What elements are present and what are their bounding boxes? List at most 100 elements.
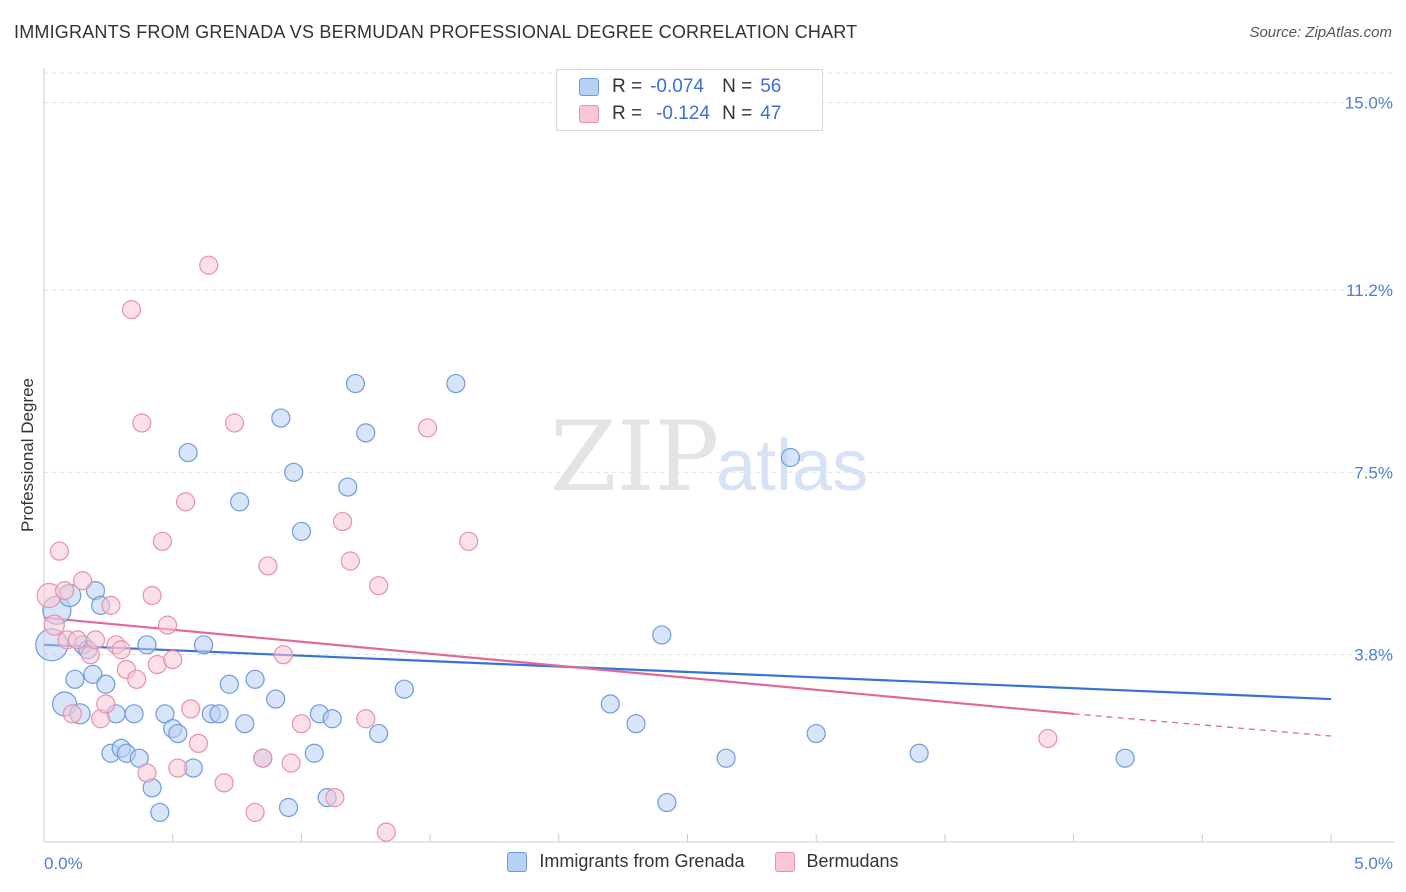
bermudans-point xyxy=(281,753,301,773)
grenada-point xyxy=(600,694,620,714)
bermudans-point xyxy=(214,773,234,793)
grenada-point xyxy=(271,408,291,428)
y-tick-label: 3.8% xyxy=(1354,646,1393,665)
grenada-point xyxy=(284,462,304,482)
grenada-point xyxy=(446,373,466,394)
bermudans-point xyxy=(332,511,353,532)
chart-title: IMMIGRANTS FROM GRENADA VS BERMUDAN PROF… xyxy=(14,22,858,42)
grenada-point xyxy=(178,442,198,463)
bermudans-point xyxy=(199,255,219,275)
n-value: 47 xyxy=(760,103,782,124)
bermudans-point xyxy=(188,733,209,754)
bermudans-point xyxy=(111,640,131,660)
bermudans-point xyxy=(224,413,245,433)
grenada-point xyxy=(322,709,342,729)
n-value: 56 xyxy=(760,76,782,97)
trend-lines xyxy=(43,616,1332,737)
grenada-point xyxy=(124,704,144,724)
bermudans-point xyxy=(54,580,75,601)
x-tick-label: 0.0% xyxy=(44,854,83,873)
grenada-point xyxy=(291,521,311,542)
grenada-point xyxy=(230,492,250,512)
bermudans-point xyxy=(325,788,345,808)
grenada-point xyxy=(96,674,116,694)
bermudans-point xyxy=(152,531,173,551)
grenada-point xyxy=(219,674,239,694)
legend-row-bermudans: R = -0.124 N = 47 xyxy=(579,102,781,126)
bermudans-point xyxy=(245,802,265,823)
grenada-point xyxy=(626,714,646,734)
grenada-point xyxy=(806,723,826,744)
series-legend: Immigrants from Grenada Bermudans xyxy=(0,851,1406,872)
correlation-legend: R = -0.074 N = 56 R = -0.124 N = 47 xyxy=(556,69,823,131)
grenada-point xyxy=(137,635,157,655)
r-label: R = xyxy=(612,103,643,124)
legend-label: Immigrants from Grenada xyxy=(539,851,745,871)
grenada-point xyxy=(716,748,736,768)
legend-label: Bermudans xyxy=(806,851,899,871)
bermudans-point xyxy=(101,595,121,615)
bermudans-point xyxy=(417,418,438,438)
grenada-point xyxy=(129,748,149,768)
bermudans-point xyxy=(49,541,70,561)
grenada-point xyxy=(304,743,324,763)
bermudans-point xyxy=(43,614,65,636)
bermudans-point xyxy=(376,822,396,842)
bermudans-point xyxy=(73,571,93,591)
bermudans-trend-extension xyxy=(1073,713,1332,737)
grenada-point xyxy=(1115,748,1135,768)
grenada-trend-line xyxy=(43,643,1332,701)
bermudans-point xyxy=(273,645,293,665)
grenada-point xyxy=(209,704,229,724)
source-label: Source: ZipAtlas.com xyxy=(1249,24,1392,41)
grenada-swatch xyxy=(507,851,528,872)
grenada-point xyxy=(657,792,677,813)
bermudans-point xyxy=(369,576,389,596)
grenada-point xyxy=(338,477,358,497)
grenada-point xyxy=(356,423,376,443)
bermudans-point xyxy=(67,630,88,650)
bermudans-point xyxy=(459,531,479,551)
r-label: R = xyxy=(612,76,643,97)
r-value: -0.124 xyxy=(656,103,710,124)
bermudans-point xyxy=(253,748,273,768)
n-label: N = xyxy=(722,76,753,97)
bermudans-swatch xyxy=(774,851,795,872)
grenada-point xyxy=(780,447,801,468)
bermudans-point xyxy=(127,669,147,689)
y-tick-label: 7.5% xyxy=(1354,463,1393,482)
legend-row-grenada: R = -0.074 N = 56 xyxy=(579,75,781,99)
bermudans-point xyxy=(96,694,116,714)
bermudans-point xyxy=(132,413,152,433)
bermudans-trend-line xyxy=(43,616,1074,715)
bermudans-point xyxy=(291,714,311,734)
x-tick-label: 5.0% xyxy=(1354,854,1393,873)
bermudans-point xyxy=(157,615,178,635)
grenada-point xyxy=(369,723,389,744)
bermudans-point xyxy=(175,492,196,512)
grenada-point xyxy=(65,669,85,689)
legend-item-bermudans: Bermudans xyxy=(774,851,899,872)
gridlines xyxy=(44,72,1396,656)
bermudans-point xyxy=(163,650,183,670)
watermark-zip: ZIP xyxy=(550,401,719,513)
bermudans-point xyxy=(85,630,106,650)
grenada-swatch xyxy=(579,78,599,96)
r-value: -0.074 xyxy=(650,76,704,97)
bermudans-point xyxy=(121,300,142,320)
grenada-point xyxy=(235,714,255,734)
grenada-point xyxy=(83,664,103,684)
bermudans-swatch xyxy=(579,105,599,123)
bermudans-point xyxy=(137,763,157,783)
grenada-point xyxy=(245,669,265,689)
bermudans-point xyxy=(62,704,82,724)
data-points xyxy=(35,255,1135,842)
grenada-point xyxy=(394,679,414,699)
n-label: N = xyxy=(722,103,753,124)
bermudans-point xyxy=(1038,728,1058,749)
bermudans-point xyxy=(340,551,360,571)
y-tick-label: 15.0% xyxy=(1345,94,1393,113)
legend-item-grenada: Immigrants from Grenada xyxy=(507,851,745,872)
bermudans-point xyxy=(181,699,201,719)
